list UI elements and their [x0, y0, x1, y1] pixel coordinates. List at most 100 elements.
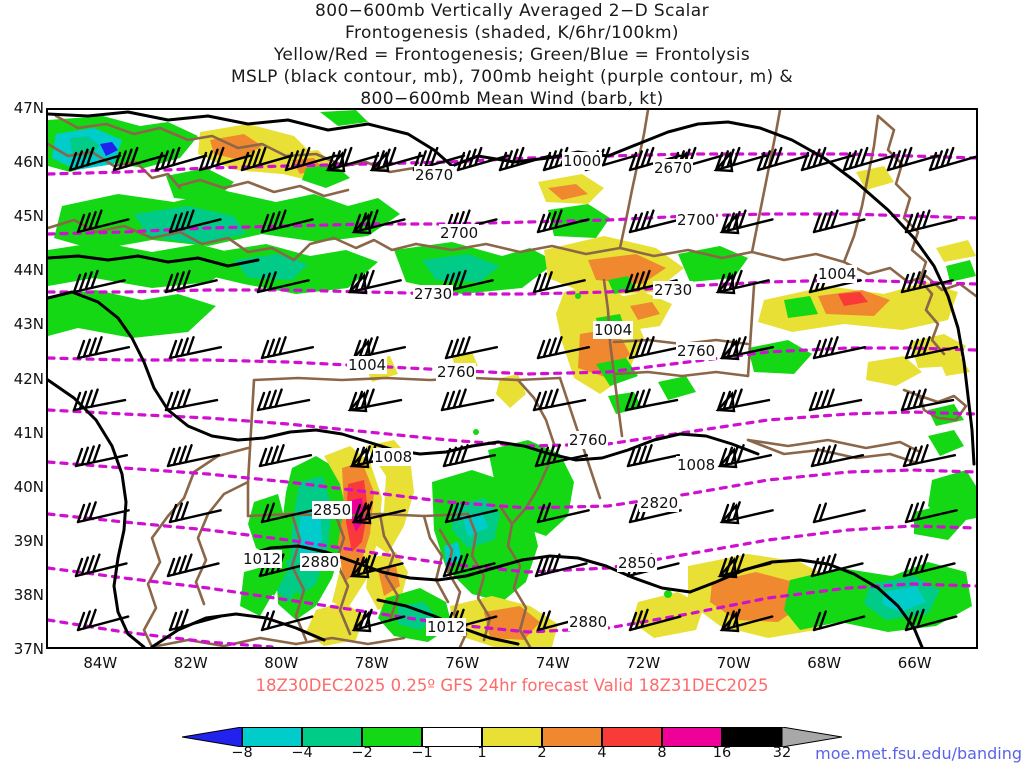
colorbar-segment[interactable]	[602, 727, 662, 747]
wind-barb-flag	[168, 213, 178, 234]
wind-barb-pennant	[325, 151, 346, 173]
colorbar-segment[interactable]	[542, 727, 602, 747]
wind-barb-flag	[532, 391, 542, 412]
colorbar-segment[interactable]	[722, 727, 782, 747]
colorbar-segment[interactable]	[362, 727, 422, 747]
wind-barb-flag	[172, 556, 182, 576]
wind-barb-flag	[446, 390, 456, 411]
wind-barb-flag	[262, 272, 272, 292]
colorbar-segment[interactable]	[242, 727, 302, 747]
wind-barb-flag	[268, 389, 277, 409]
wind-barb-pennant	[351, 611, 372, 633]
wind-barb-shaft	[756, 154, 810, 172]
wind-barb-shaft	[350, 562, 404, 578]
wind-barb-flag	[536, 611, 546, 632]
mslp-contour-label: 1008	[373, 448, 414, 466]
map-plot-area[interactable]: 1000 1004 1004 1004 1008 1008 1012 1012 2670 2670…	[46, 108, 978, 649]
colorbar-segment[interactable]	[781, 726, 843, 748]
wind-barb-shaft	[164, 279, 218, 294]
colorbar[interactable]	[181, 726, 843, 748]
wind-barb-shaft	[352, 615, 406, 632]
wind-barb-flag	[548, 210, 557, 231]
wind-barb-flag	[76, 503, 86, 524]
wind-barb-flag	[910, 502, 920, 522]
wind-barb-flag	[554, 336, 563, 356]
colorbar-tick-label: −2	[351, 745, 373, 761]
wind-barb-shaft	[260, 218, 314, 234]
wind-barb-flag	[898, 148, 907, 168]
colorbar-segment[interactable]	[662, 727, 722, 747]
watermark: moe.met.fsu.edu/banding	[815, 744, 1022, 763]
wind-barb-shaft	[904, 345, 959, 360]
wind-barb-flag	[454, 445, 463, 465]
wind-barb-pennant	[349, 447, 370, 469]
wind-barb-flag	[72, 391, 82, 412]
wind-barb-flag	[262, 390, 272, 411]
wind-barb-shaft	[534, 562, 588, 578]
lat-tick-label: 41N	[13, 423, 44, 442]
wind-barb-flag	[818, 146, 827, 167]
wind-barb-flag	[886, 151, 896, 172]
wind-barb-flag	[920, 553, 929, 573]
height-contour-label: 2670	[414, 166, 455, 184]
lon-tick-label: 78W	[354, 654, 389, 672]
lon-tick-label: 84W	[83, 654, 118, 672]
colorbar-segment[interactable]	[181, 726, 243, 748]
wind-barb-pennant	[719, 611, 740, 633]
wind-barb-flag	[736, 444, 745, 464]
wind-barb-flag	[260, 503, 270, 524]
wind-barb-flag	[76, 213, 86, 234]
colorbar-tick-label: −8	[231, 745, 253, 761]
mslp-contour-label: 1000	[562, 152, 603, 170]
wind-barb-flag	[296, 148, 305, 168]
wind-barb-shaft	[260, 615, 314, 632]
wind-barb-flag	[640, 210, 649, 231]
lat-tick-label: 44N	[13, 261, 44, 280]
lon-tick-label: 80W	[264, 654, 299, 672]
wind-barb-flag	[640, 337, 649, 357]
wind-barb-flag	[260, 611, 270, 632]
wind-barb-flag	[184, 553, 193, 573]
height-contour-label: 2730	[413, 285, 454, 303]
wind-barb-flag	[246, 150, 255, 170]
lat-tick-label: 39N	[13, 531, 44, 550]
wind-barb-flag	[820, 389, 829, 409]
wind-barb-flag	[452, 389, 461, 409]
wind-barb-flag	[910, 212, 920, 232]
wind-barb-shaft	[810, 453, 865, 468]
wind-barb-pennant	[347, 273, 368, 295]
wind-barb-flag	[916, 501, 925, 521]
lon-tick-label: 82W	[173, 654, 208, 672]
wind-barb-flag	[812, 503, 822, 524]
wind-barb-pennant	[715, 391, 736, 413]
wind-barb-flag	[548, 337, 557, 357]
wind-barb-flag	[168, 611, 178, 632]
wind-barb-flag	[516, 146, 525, 167]
wind-barb-shaft	[624, 398, 679, 412]
wind-barb-flag	[550, 388, 559, 408]
wind-barb-flag	[920, 444, 929, 464]
wind-barb-shaft	[164, 398, 219, 412]
wind-barb-flag	[860, 146, 869, 167]
colorbar-segment[interactable]	[482, 727, 542, 747]
wind-barb-flag	[456, 501, 465, 521]
wind-barb-flag	[624, 273, 634, 294]
wind-barb-flag	[540, 446, 550, 466]
wind-barb-flag	[904, 611, 914, 632]
colorbar-segment[interactable]	[422, 727, 482, 747]
wind-barb-flag	[460, 553, 469, 573]
wind-barb-flag	[536, 213, 546, 234]
wind-barb-flag	[252, 148, 261, 168]
wind-barb-flag	[84, 389, 93, 409]
wind-barb-flag	[914, 445, 923, 465]
wind-barb-shaft	[812, 615, 866, 632]
wind-barb-flag	[628, 213, 638, 234]
wind-barb-shaft	[112, 154, 166, 172]
wind-barb-flag	[88, 501, 97, 521]
wind-barb-flag	[828, 553, 837, 573]
colorbar-segment[interactable]	[302, 727, 362, 747]
wind-barb-flag	[418, 150, 427, 170]
colorbar-tick-label: 1	[477, 745, 487, 761]
wind-barb-flag	[628, 151, 638, 172]
wind-barb-flag	[904, 339, 914, 360]
